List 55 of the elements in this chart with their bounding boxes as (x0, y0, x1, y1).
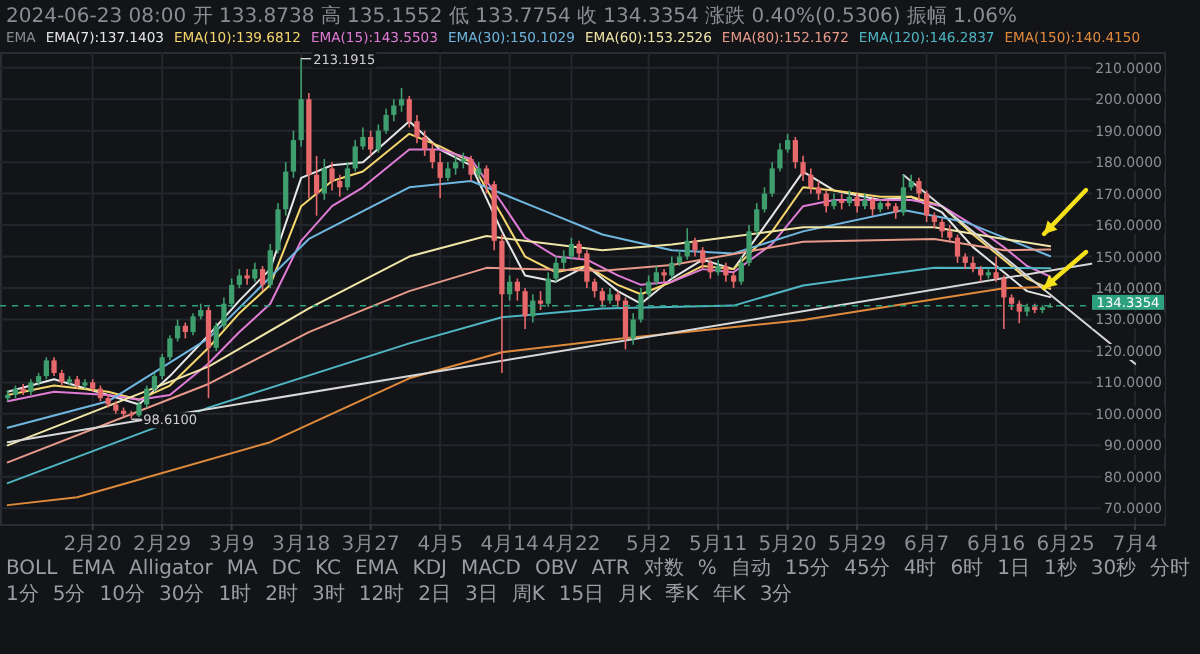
text: KDJ (412, 558, 447, 580)
text: Alligator (129, 558, 215, 580)
text: BOLL (6, 558, 59, 580)
text: 3分 (759, 582, 793, 606)
x-tick-label: 4月5 (417, 534, 463, 556)
text: 1分 (6, 582, 39, 606)
text: MACD (460, 558, 522, 580)
text: ATR (591, 558, 630, 580)
text: 周K (511, 584, 546, 606)
text: OBV (534, 558, 578, 580)
text: 年K (712, 582, 747, 606)
text: 15日 (558, 584, 605, 606)
text: 3时 (311, 582, 345, 606)
x-tick-label: 3月27 (341, 534, 400, 556)
text: 10分 (99, 582, 145, 606)
text: 30秒 (1090, 556, 1137, 580)
text: 6时 (950, 556, 984, 580)
text: 1日 (997, 558, 1030, 580)
x-tick-label: 7月4 (1112, 534, 1158, 556)
text: 分时 (1150, 556, 1191, 580)
text: 季K (665, 582, 700, 606)
x-tick-label: 5月2 (625, 534, 672, 556)
text: 5分 (52, 582, 86, 606)
x-tick-label: 4月22 (542, 534, 601, 556)
x-tick-label: 4月14 (480, 534, 539, 556)
text: % (697, 558, 717, 580)
x-tick-label: 5月11 (689, 534, 748, 556)
text: 2日 (418, 584, 451, 606)
x-tick-label: 6月25 (1036, 534, 1095, 556)
x-tick-label: 3月18 (272, 534, 331, 556)
text: 2时 (265, 582, 298, 606)
text: 45分 (844, 556, 890, 580)
text: 2024-06-23 08:00 开 133.8738 高 135.1552 低 133.7754 收 134.3354 涨跌 0.40%(0.5306) 振幅 1.06% (6, 4, 1017, 28)
text: 30分 (158, 582, 205, 606)
text: 15分 (784, 556, 831, 580)
x-tick-label: 2月20 (63, 534, 122, 556)
x-tick-label: 6月7 (903, 534, 950, 556)
x-tick-label: 5月29 (828, 534, 887, 556)
text: MA (226, 558, 258, 580)
text: DC (271, 558, 301, 580)
text: 1秒 (1043, 556, 1077, 580)
text: EMA (71, 558, 116, 580)
text: KC (314, 558, 341, 580)
text: 4时 (903, 556, 937, 580)
x-tick-label: 2月29 (133, 534, 192, 556)
x-tick-label: 5月20 (758, 534, 817, 556)
text: 1时 (218, 582, 252, 606)
text: 对数 (643, 556, 684, 580)
text: EMA (354, 558, 399, 580)
text: 3日 (464, 584, 498, 606)
text: 12时 (358, 582, 405, 606)
text: 自动 (730, 556, 771, 580)
x-tick-label: 6月16 (967, 534, 1026, 556)
x-tick-label: 3月9 (208, 534, 255, 556)
text: 月K (618, 584, 653, 606)
